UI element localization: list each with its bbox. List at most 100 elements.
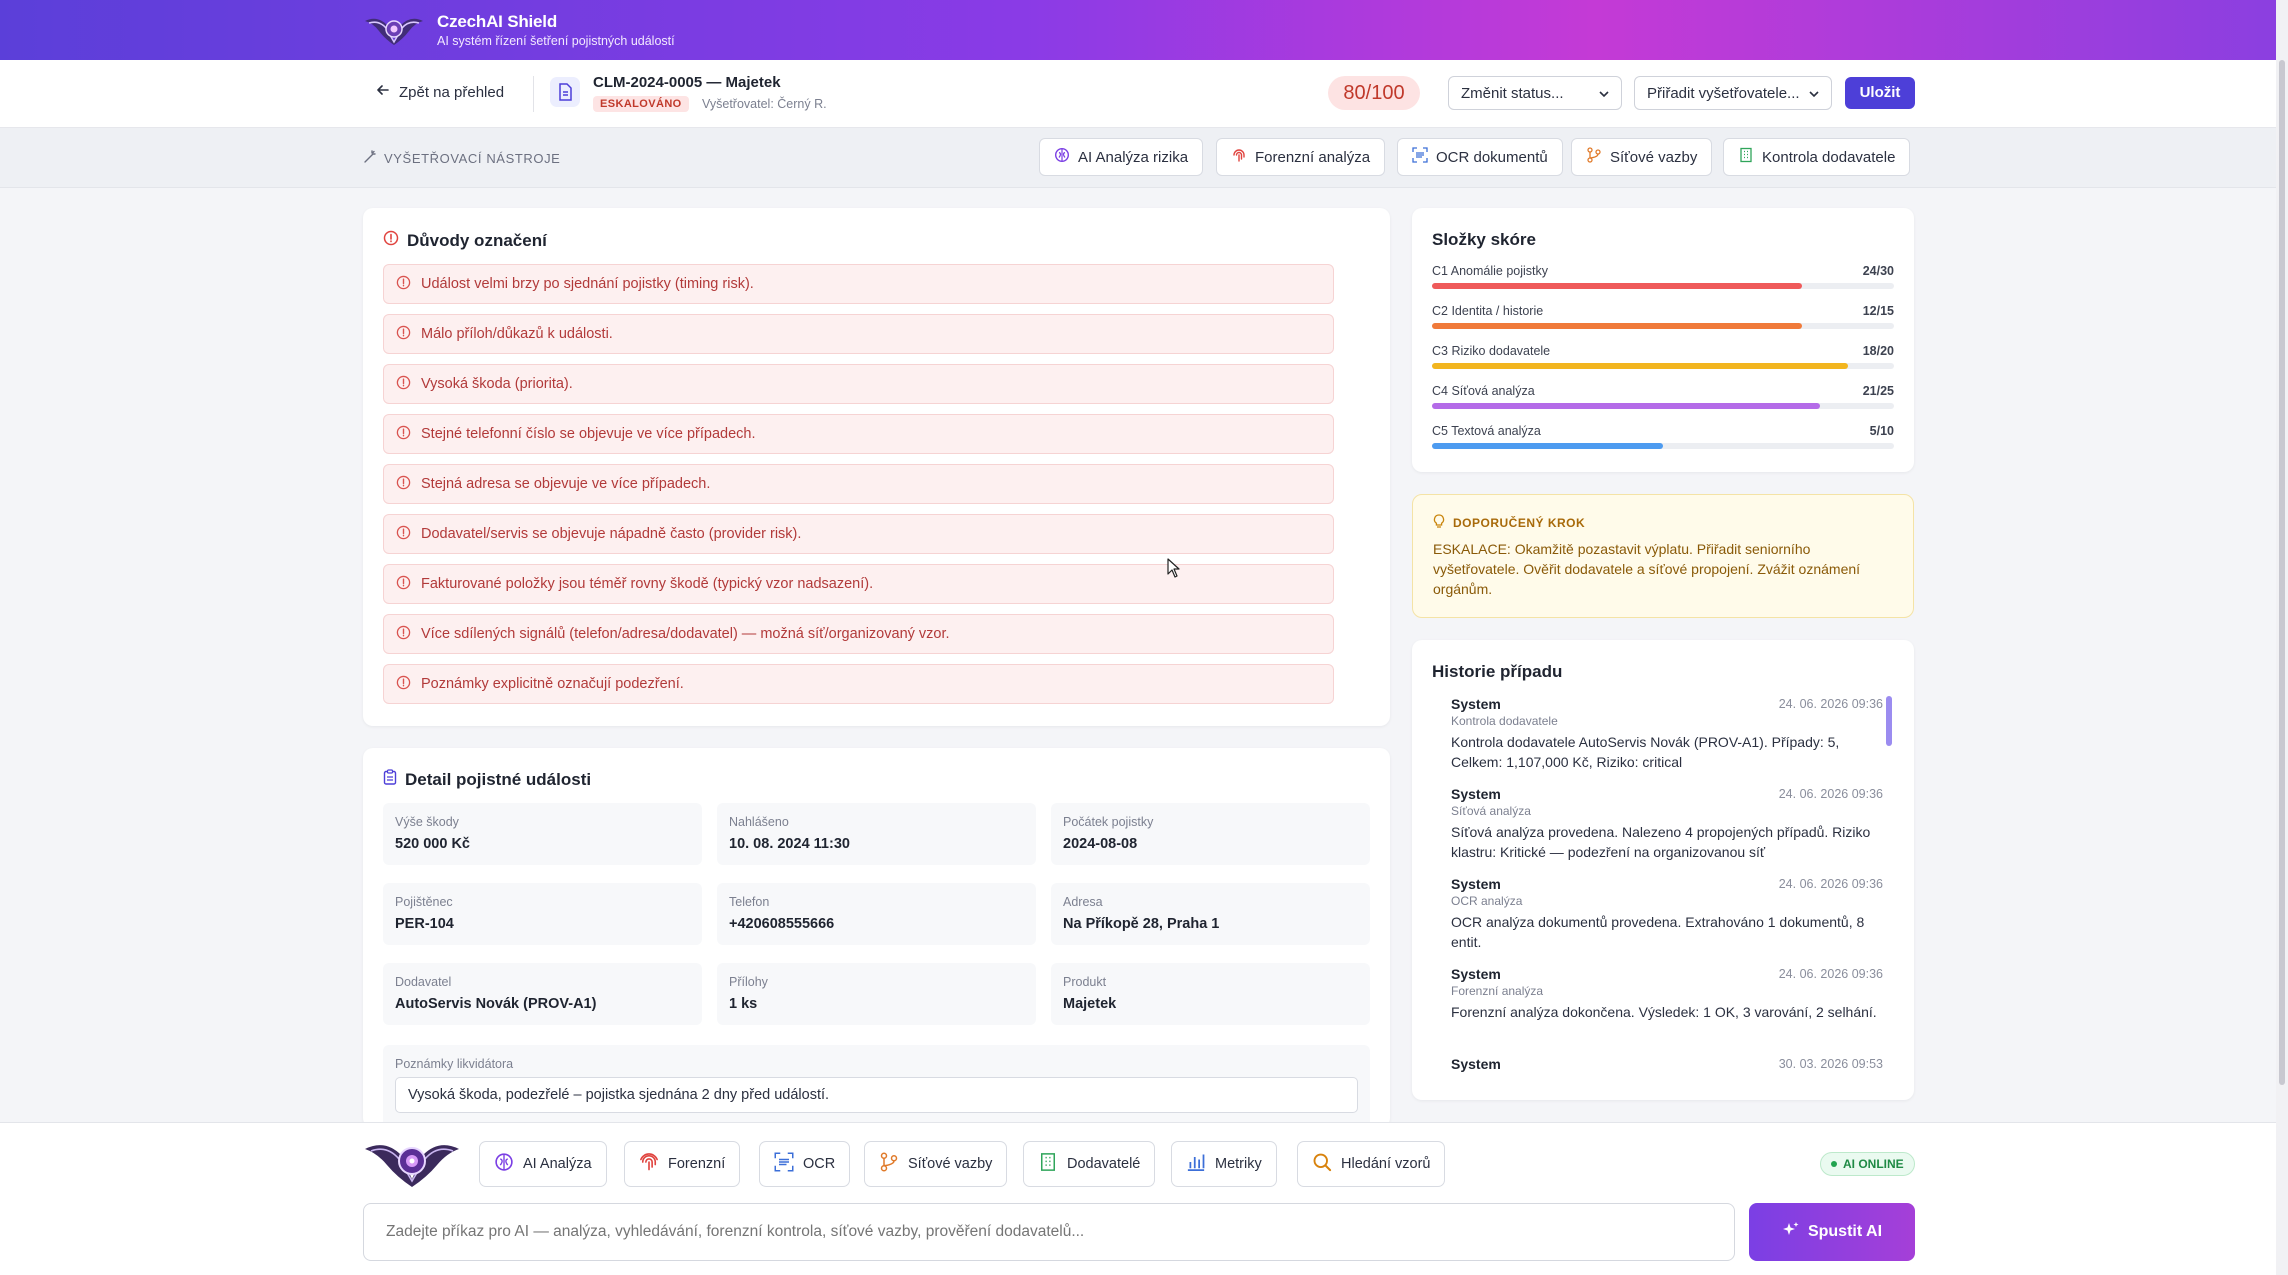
tool-label: OCR dokumentů: [1436, 148, 1548, 166]
score-components-card: Složky skóre C1 Anomálie pojistky 24/30 C2…: [1412, 208, 1914, 472]
dock-button-label: Síťové vazby: [908, 1156, 993, 1172]
building-icon: [1738, 147, 1754, 167]
tool-label: Forenzní analýza: [1255, 148, 1371, 166]
page-scrollbar[interactable]: [2276, 0, 2288, 1275]
adjuster-notes-label: Poznámky likvidátora: [395, 1057, 514, 1071]
tools-label-text: VYŠETŘOVACÍ NÁSTROJE: [384, 151, 561, 166]
bar-chart-icon: [1186, 1152, 1206, 1176]
claim-detail-title-text: Detail pojistné události: [405, 769, 592, 789]
score-progress-fill: [1432, 283, 1802, 289]
ai-command-input[interactable]: [363, 1203, 1735, 1261]
history-type: Kontrola dodavatele: [1451, 714, 1558, 728]
score-progress-track: [1432, 403, 1894, 409]
scrollbar-thumb[interactable]: [2279, 60, 2285, 1085]
divider: [533, 76, 534, 112]
history-date: 24. 06. 2026 09:36: [1778, 787, 1883, 801]
history-text: Síťová analýza provedena. Nalezeno 4 pro…: [1451, 824, 1871, 860]
score-component-row: C4 Síťová analýza 21/25: [1432, 384, 1894, 409]
dock-button-label: AI Analýza: [523, 1156, 592, 1172]
ai-command-dock: AI Analýza Forenzní OCR Síťové vazby Dodavat…: [0, 1122, 2276, 1275]
flag-reason-item: Vysoká škoda (priorita).: [383, 364, 1334, 404]
score-component-label: C1 Anomálie pojistky: [1432, 264, 1549, 278]
dock-forensic-button[interactable]: Forenzní: [624, 1141, 741, 1187]
detail-field: Přílohy 1 ks: [717, 963, 1036, 1025]
claim-detail-card: Detail pojistné události Výše škody 520 0…: [363, 748, 1390, 1135]
history-type: Forenzní analýza: [1451, 984, 1544, 998]
app-header: CzechAI Shield AI systém řízení šetření …: [0, 0, 2276, 60]
score-progress-fill: [1432, 403, 1821, 409]
alert-circle-icon: [383, 230, 399, 251]
history-type: OCR analýza: [1451, 894, 1523, 908]
lightbulb-icon: [1433, 514, 1445, 532]
detail-field-label: Telefon: [729, 895, 770, 909]
back-to-overview-button[interactable]: Zpět na přehled: [375, 82, 504, 102]
document-icon: [550, 77, 580, 107]
history-date: 24. 06. 2026 09:36: [1778, 877, 1883, 891]
history-date: 24. 06. 2026 09:36: [1778, 697, 1883, 711]
history-text: Kontrola dodavatele AutoServis Novák (PR…: [1451, 734, 1840, 770]
detail-field: Výše škody 520 000 Kč: [383, 803, 702, 865]
mouse-cursor-icon: [1167, 558, 1181, 581]
scan-icon: [1412, 147, 1428, 167]
case-bar: Zpět na přehled CLM-2024-0005 — Majetek …: [0, 60, 2276, 128]
detail-field: Počátek pojistky 2024-08-08: [1051, 803, 1370, 865]
score-progress-fill: [1432, 323, 1802, 329]
alert-circle-icon: [396, 675, 411, 694]
assign-investigator-select[interactable]: Přiřadit vyšetřovatele...: [1634, 76, 1832, 110]
dock-ocr-button[interactable]: OCR: [759, 1141, 851, 1187]
detail-field-label: Dodavatel: [395, 975, 452, 989]
score-component-value: 18/20: [1862, 344, 1894, 358]
alert-circle-icon: [396, 375, 411, 394]
score-component-label: C3 Riziko dodavatele: [1432, 344, 1551, 358]
adjuster-notes-input[interactable]: Vysoká škoda, podezřelé – pojistka sjedn…: [395, 1077, 1358, 1113]
flag-reason-item: Dodavatel/servis se objevuje nápadně čas…: [383, 514, 1334, 554]
history-author: System: [1451, 786, 1501, 802]
dock-button-label: Forenzní: [668, 1156, 726, 1172]
history-entry: System 24. 06. 2026 09:36 Forenzní analýza…: [1451, 966, 1883, 1022]
case-title: CLM-2024-0005 — Majetek: [593, 74, 781, 91]
flag-reason-text: Stejné telefonní číslo se objevuje ve ví…: [421, 426, 756, 442]
score-progress-track: [1432, 363, 1894, 369]
ai-online-badge: AI ONLINE: [1820, 1152, 1915, 1176]
tool-ai-risk-analysis-button[interactable]: AI Analýza rizika: [1039, 138, 1204, 176]
investigator-label: Vyšetřovatel: Černý R.: [702, 97, 827, 111]
flag-reason-item: Fakturované položky jsou téměř rovny ško…: [383, 564, 1334, 604]
dock-network-links-button[interactable]: Síťové vazby: [864, 1141, 1008, 1187]
detail-field: Dodavatel AutoServis Novák (PROV-A1): [383, 963, 702, 1025]
sparkles-icon: [1782, 1221, 1800, 1244]
adjuster-notes-field: Poznámky likvidátora Vysoká škoda, podez…: [383, 1045, 1370, 1135]
detail-field-value: 10. 08. 2024 11:30: [729, 836, 850, 852]
history-scrollbar-thumb[interactable]: [1886, 696, 1892, 746]
dock-button-label: OCR: [803, 1156, 836, 1172]
tool-network-links-button[interactable]: Síťové vazby: [1571, 138, 1713, 176]
dock-suppliers-button[interactable]: Dodavatelé: [1023, 1141, 1156, 1187]
change-status-select[interactable]: Změnit status...: [1448, 76, 1622, 110]
dock-pattern-search-button[interactable]: Hledání vzorů: [1297, 1141, 1446, 1187]
history-author: System: [1451, 966, 1501, 982]
score-component-label: C2 Identita / historie: [1432, 304, 1544, 318]
history-entry: System 24. 06. 2026 09:36 Kontrola dodavat…: [1451, 696, 1883, 772]
flag-reason-text: Poznámky explicitně označují podezření.: [421, 676, 684, 692]
tool-supplier-check-button[interactable]: Kontrola dodavatele: [1723, 138, 1911, 176]
case-history-list[interactable]: System 24. 06. 2026 09:36 Kontrola dodavat…: [1412, 696, 1914, 1080]
dock-ai-analysis-button[interactable]: AI Analýza: [479, 1141, 607, 1187]
chevron-down-icon: [1599, 85, 1609, 102]
fingerprint-icon: [1231, 147, 1247, 167]
wand-icon: [363, 150, 377, 167]
alert-circle-icon: [396, 625, 411, 644]
history-date: 24. 06. 2026 09:36: [1778, 967, 1883, 981]
flag-reasons-title-text: Důvody označení: [407, 230, 547, 250]
history-type: Síťová analýza: [1451, 804, 1531, 818]
run-ai-button[interactable]: Spustit AI: [1749, 1203, 1915, 1261]
dock-metrics-button[interactable]: Metriky: [1171, 1141, 1277, 1187]
brain-icon: [494, 1152, 514, 1176]
score-progress-track: [1432, 283, 1894, 289]
detail-field-value: +420608555666: [729, 916, 835, 932]
scan-icon: [774, 1152, 794, 1176]
flag-reasons-card: Důvody označení Událost velmi brzy po sj…: [363, 208, 1390, 726]
save-button[interactable]: Uložit: [1845, 77, 1915, 109]
clipboard-icon: [383, 769, 397, 790]
flag-reason-item: Více sdílených signálů (telefon/adresa/d…: [383, 614, 1334, 654]
tool-ocr-documents-button[interactable]: OCR dokumentů: [1397, 138, 1563, 176]
tool-forensic-analysis-button[interactable]: Forenzní analýza: [1216, 138, 1386, 176]
